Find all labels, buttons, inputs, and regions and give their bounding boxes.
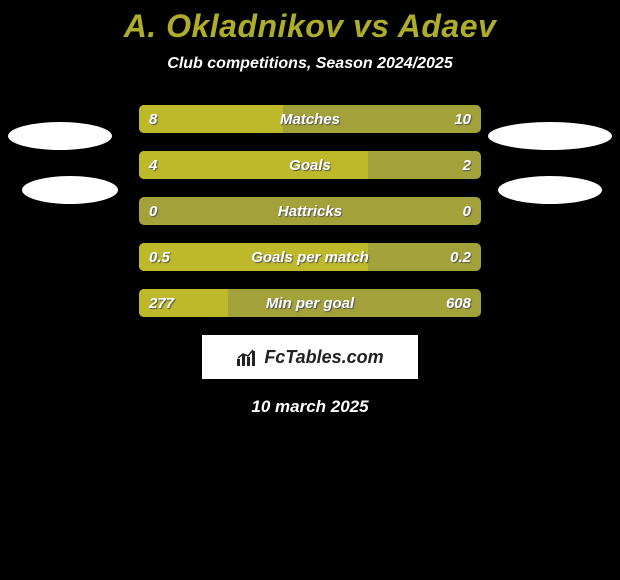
chart-icon (236, 347, 258, 367)
player-right-icon-2 (498, 176, 602, 204)
stat-label: Goals (139, 151, 481, 179)
stat-label: Min per goal (139, 289, 481, 317)
player-right-icon-1 (488, 122, 612, 150)
stat-label: Goals per match (139, 243, 481, 271)
page-title: A. Okladnikov vs Adaev (0, 0, 620, 45)
comparison-chart: 8 Matches 10 4 Goals 2 0 Hattricks 0 0.5… (0, 105, 620, 317)
stat-row: 0 Hattricks 0 (139, 197, 481, 225)
date-label: 10 march 2025 (0, 397, 620, 417)
value-right: 2 (463, 151, 471, 179)
stat-row: 0.5 Goals per match 0.2 (139, 243, 481, 271)
value-right: 0.2 (450, 243, 471, 271)
player-left-icon-2 (22, 176, 118, 204)
site-logo[interactable]: FcTables.com (202, 335, 418, 379)
stat-label: Matches (139, 105, 481, 133)
value-right: 10 (454, 105, 471, 133)
stat-row: 277 Min per goal 608 (139, 289, 481, 317)
stat-row: 4 Goals 2 (139, 151, 481, 179)
value-right: 0 (463, 197, 471, 225)
site-logo-text: FcTables.com (264, 347, 383, 368)
value-right: 608 (446, 289, 471, 317)
stat-label: Hattricks (139, 197, 481, 225)
player-left-icon-1 (8, 122, 112, 150)
stat-row: 8 Matches 10 (139, 105, 481, 133)
page-subtitle: Club competitions, Season 2024/2025 (0, 55, 620, 73)
